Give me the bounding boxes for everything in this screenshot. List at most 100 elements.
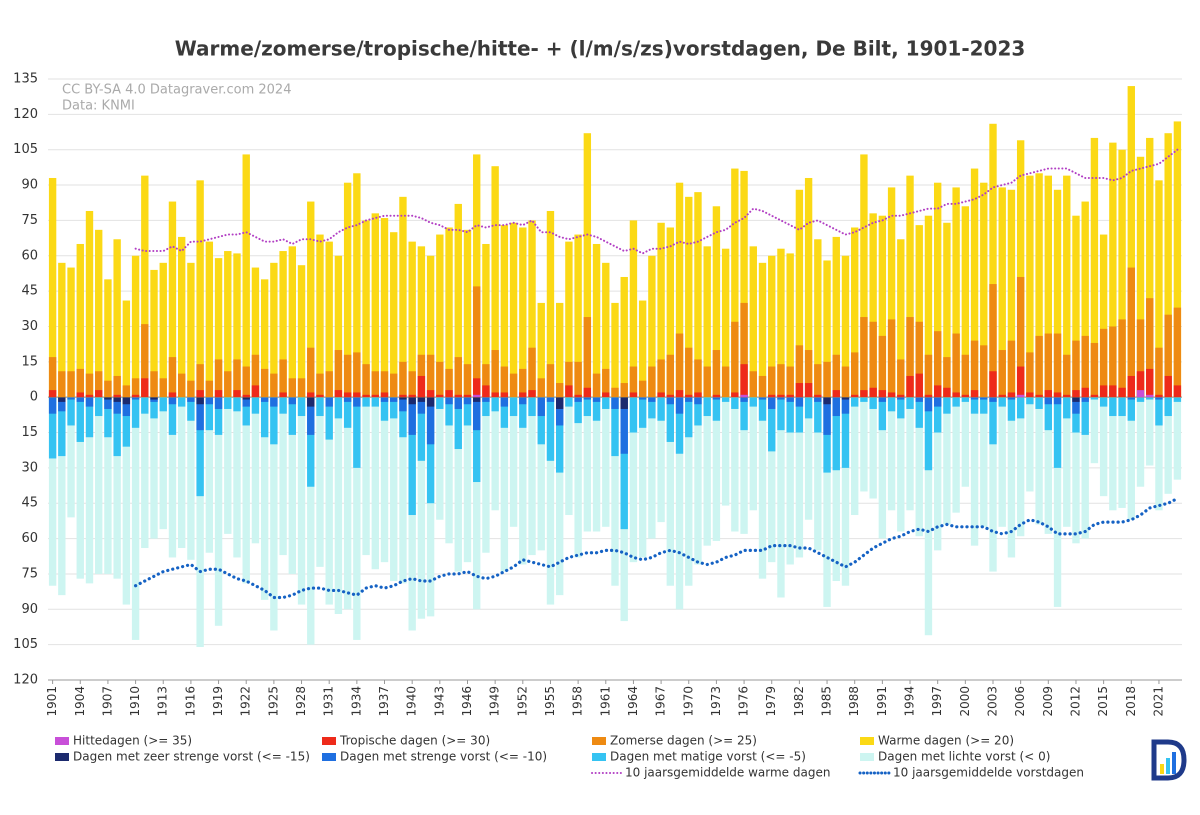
bar (897, 397, 905, 400)
bar (399, 397, 407, 438)
logo (1151, 739, 1187, 781)
bar (1007, 392, 1016, 398)
bar (814, 397, 822, 433)
bar (832, 397, 840, 471)
bar (1118, 397, 1126, 417)
bar (602, 262, 610, 398)
bar (417, 397, 426, 414)
bar (629, 397, 638, 563)
bar (583, 317, 592, 398)
bar (952, 397, 960, 407)
bar (887, 392, 896, 398)
bar (482, 243, 490, 398)
bar (1136, 397, 1145, 487)
bar (611, 397, 619, 409)
bar (906, 175, 914, 398)
bar (343, 354, 352, 398)
bar (141, 324, 149, 398)
x-tick-label: 1934 (349, 686, 363, 717)
bar (371, 397, 379, 407)
bar (380, 392, 389, 398)
bar (924, 215, 933, 398)
bar (122, 385, 131, 398)
bar (131, 397, 140, 400)
bar (546, 397, 555, 402)
bar (76, 368, 84, 398)
y-tick-label: 45 (21, 496, 38, 511)
bar (473, 286, 481, 398)
bar (417, 397, 426, 402)
bar (168, 392, 177, 398)
bar (1136, 371, 1145, 398)
moving-average-line (134, 148, 1179, 255)
bar (943, 222, 951, 398)
bar (869, 213, 877, 398)
bar (196, 397, 204, 431)
bar (970, 340, 979, 398)
bar (233, 397, 241, 412)
bar (611, 302, 619, 398)
bar (685, 394, 693, 398)
bar (1173, 397, 1182, 402)
bar (224, 397, 232, 409)
bar (380, 397, 389, 402)
legend-label: Warme dagen (>= 20) (878, 734, 1014, 748)
bar (721, 397, 730, 506)
bar (731, 397, 739, 409)
bar (482, 397, 490, 417)
bar (602, 397, 610, 527)
x-tick-label: 1922 (239, 686, 253, 717)
bar (657, 397, 665, 421)
x-tick-label: 1976 (737, 686, 751, 717)
bar (509, 373, 518, 398)
bar (519, 368, 527, 398)
bar (390, 373, 398, 398)
bar (67, 397, 75, 426)
bar (851, 394, 859, 398)
bar (1173, 385, 1182, 398)
bar (131, 394, 140, 398)
bar (814, 364, 822, 398)
bar (546, 397, 555, 461)
moving-average-line (133, 496, 1179, 600)
bar (58, 262, 66, 398)
bar (141, 378, 149, 398)
bar (519, 392, 527, 398)
bar (187, 397, 195, 402)
bar (1081, 397, 1089, 539)
bar (1118, 149, 1126, 398)
bar (113, 239, 121, 398)
bar (1044, 397, 1053, 534)
bar (380, 218, 389, 398)
bar (288, 378, 297, 398)
bar (795, 397, 804, 558)
bar (768, 394, 776, 398)
bar (768, 397, 776, 409)
bar (473, 397, 481, 402)
bar (804, 397, 813, 419)
x-tick-label: 1937 (377, 686, 391, 717)
bar (823, 260, 831, 398)
bar (685, 397, 693, 586)
bar (371, 397, 379, 570)
bar (67, 397, 75, 400)
bar (196, 364, 204, 398)
bar (1035, 397, 1043, 525)
bar (731, 392, 739, 398)
bar (1127, 397, 1135, 400)
bar (141, 175, 149, 398)
logo-outline (1151, 739, 1187, 781)
bar (177, 236, 186, 398)
bar (76, 397, 84, 579)
bar (380, 397, 389, 421)
bar (353, 392, 361, 398)
bar (712, 397, 721, 400)
bar (445, 397, 453, 405)
bar (915, 321, 923, 398)
bar (463, 394, 472, 398)
bar (141, 397, 149, 414)
bar (638, 300, 647, 398)
bar (196, 180, 204, 398)
bar (482, 385, 490, 398)
bar (1127, 397, 1135, 421)
